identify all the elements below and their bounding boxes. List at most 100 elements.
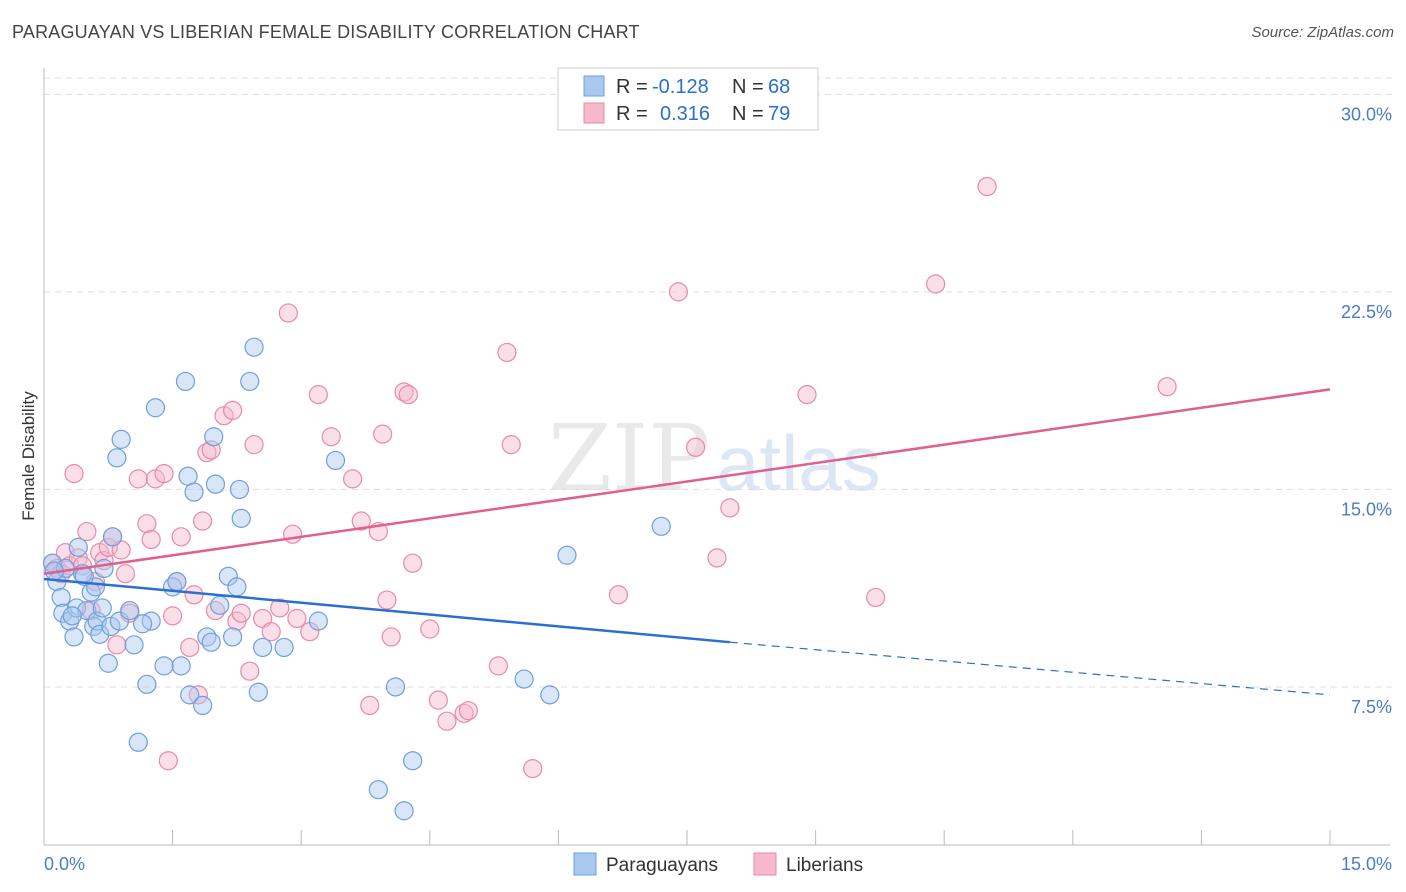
point-paraguayans-59 — [514, 669, 534, 689]
point-liberians-5 — [64, 464, 84, 484]
point-liberians-21 — [141, 529, 161, 550]
point-paraguayans-46 — [229, 479, 250, 500]
point-paraguayans-29 — [145, 398, 166, 418]
point-liberians-55 — [377, 590, 397, 610]
legend-r-label-2: R = — [616, 103, 648, 125]
point-liberians-56 — [381, 627, 401, 647]
point-liberians-51 — [351, 511, 371, 531]
point-paraguayans-18 — [98, 653, 118, 673]
point-liberians-75 — [866, 587, 886, 608]
point-liberians-66 — [497, 342, 517, 363]
point-paraguayans-56 — [385, 677, 406, 697]
point-paraguayans-35 — [180, 685, 200, 705]
point-paraguayans-32 — [171, 656, 191, 676]
point-liberians-46 — [287, 608, 307, 629]
point-liberians-74 — [797, 385, 817, 405]
point-paraguayans-52 — [274, 637, 294, 658]
point-paraguayans-10 — [77, 600, 97, 621]
legend-r-value-paraguayans: -0.128 — [652, 76, 709, 98]
bottom-legend-swatch-paraguayans — [573, 852, 597, 876]
point-liberians-23 — [154, 464, 174, 484]
point-liberians-24 — [158, 751, 178, 771]
y-tick-label-1: 15.0% — [1341, 499, 1392, 519]
correlation-legend: R = -0.128 N = 68 R = 0.316 N = 79 — [557, 67, 819, 131]
point-liberians-77 — [977, 176, 997, 197]
point-liberians-72 — [707, 548, 727, 568]
legend-swatch-paraguayans — [583, 75, 605, 97]
point-paraguayans-49 — [244, 337, 264, 357]
point-paraguayans-8 — [68, 537, 88, 557]
legend-n-label-2: N = — [732, 103, 764, 125]
y-tick-label-3: 30.0% — [1341, 104, 1392, 124]
point-paraguayans-41 — [205, 474, 226, 494]
point-liberians-73 — [720, 498, 740, 518]
point-paraguayans-40 — [204, 427, 224, 447]
point-liberians-48 — [308, 385, 328, 405]
legend-n-value-paraguayans: 68 — [768, 76, 790, 98]
trend-line-paraguayans-extrapolated — [729, 641, 1331, 696]
point-paraguayans-27 — [137, 674, 157, 694]
source-label: Source: ZipAtlas.com — [1251, 24, 1394, 41]
point-paraguayans-50 — [248, 682, 268, 702]
point-paraguayans-22 — [109, 611, 130, 631]
point-liberians-40 — [244, 435, 264, 455]
point-paraguayans-39 — [201, 632, 221, 652]
point-liberians-43 — [270, 598, 290, 618]
point-paraguayans-53 — [308, 611, 328, 631]
bottom-legend-label-liberians: Liberians — [786, 855, 863, 876]
point-liberians-19 — [128, 469, 148, 489]
point-liberians-31 — [193, 511, 213, 531]
y-axis-label: Female Disability — [19, 391, 38, 521]
point-paraguayans-20 — [102, 527, 123, 547]
point-paraguayans-26 — [128, 732, 148, 752]
y-tick-label-2: 22.5% — [1341, 302, 1392, 322]
point-liberians-60 — [420, 619, 440, 639]
point-liberians-67 — [501, 435, 521, 455]
y-axis-tick-labels: 7.5% 15.0% 22.5% 30.0% — [1341, 104, 1392, 717]
point-paraguayans-31 — [167, 572, 187, 592]
point-liberians-44 — [278, 303, 298, 323]
point-liberians-28 — [180, 637, 200, 658]
point-paraguayans-62 — [651, 516, 671, 536]
chart-title: PARAGUAYAN VS LIBERIAN FEMALE DISABILITY… — [12, 22, 640, 42]
point-paraguayans-60 — [540, 685, 560, 705]
point-paraguayans-44 — [223, 627, 243, 647]
point-liberians-61 — [428, 690, 448, 710]
watermark-zip: ZIP — [548, 405, 710, 512]
legend-n-label-1: N = — [732, 76, 764, 98]
point-paraguayans-45 — [227, 577, 247, 597]
point-paraguayans-15 — [90, 624, 110, 644]
point-paraguayans-33 — [175, 371, 196, 392]
point-liberians-62 — [437, 711, 457, 731]
point-liberians-38 — [231, 603, 251, 623]
point-paraguayans-23 — [111, 429, 131, 449]
point-paraguayans-66 — [154, 656, 174, 676]
point-paraguayans-42 — [210, 595, 230, 615]
point-paraguayans-6 — [64, 627, 84, 647]
x-tick-label-min: 0.0% — [44, 854, 85, 874]
point-paraguayans-25 — [124, 635, 144, 655]
bottom-legend-label-paraguayans: Paraguayans — [606, 855, 718, 876]
point-liberians-25 — [163, 606, 183, 626]
point-liberians-78 — [1157, 377, 1177, 397]
point-paraguayans-16 — [92, 598, 112, 618]
trend-line-liberians — [43, 388, 1331, 575]
point-liberians-71 — [685, 437, 706, 457]
point-paraguayans-48 — [240, 371, 260, 392]
point-liberians-20 — [137, 514, 157, 534]
point-liberians-69 — [608, 585, 629, 605]
legend-swatch-liberians — [583, 102, 605, 124]
point-liberians-8 — [77, 521, 97, 542]
point-liberians-17 — [115, 564, 136, 584]
point-paraguayans-37 — [193, 695, 213, 716]
point-paraguayans-2 — [51, 587, 71, 608]
point-paraguayans-47 — [231, 508, 251, 528]
series-legend: Paraguayans Liberians — [573, 852, 863, 876]
point-liberians-45 — [283, 524, 303, 544]
y-tick-label-0: 7.5% — [1351, 697, 1392, 717]
legend-r-label-1: R = — [616, 76, 648, 98]
point-liberians-27 — [171, 527, 191, 547]
point-paraguayans-21 — [107, 448, 127, 468]
point-liberians-68 — [523, 759, 543, 779]
